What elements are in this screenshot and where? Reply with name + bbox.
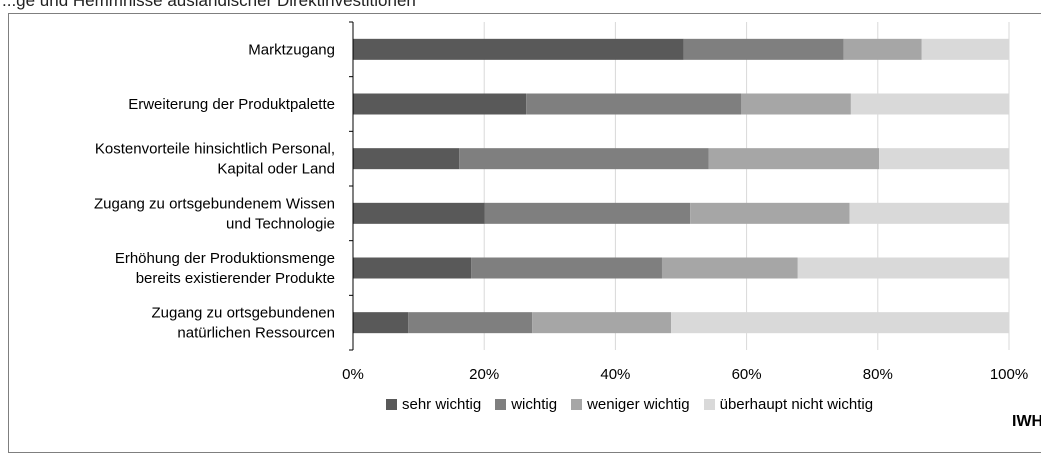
bar-segment	[741, 93, 851, 115]
bar-segment	[708, 148, 880, 170]
legend-item: wichtig	[495, 396, 557, 413]
legend-swatch	[571, 398, 583, 410]
legend: sehr wichtig wichtig weniger wichtig überha…	[386, 394, 887, 414]
bar-segment	[353, 148, 460, 170]
category-label-line: Marktzugang	[248, 41, 335, 58]
bar-segment	[459, 148, 709, 170]
category-label: Erweiterung der Produktpalette	[128, 96, 335, 113]
legend-item: sehr wichtig	[386, 396, 481, 413]
x-tick-label: 80%	[863, 366, 893, 383]
bar-segment	[353, 257, 472, 279]
bar-segment	[683, 38, 844, 60]
bar-segment	[526, 93, 742, 115]
category-label-line: Kapital oder Land	[217, 161, 335, 178]
category-label-line: Zugang zu ortsgebundenen	[152, 305, 335, 322]
x-tick-label: 0%	[342, 366, 364, 383]
bar-segment	[850, 93, 1009, 115]
category-label: Marktzugang	[248, 41, 335, 58]
x-tick-label: 20%	[469, 366, 499, 383]
category-label-line: Erweiterung der Produktpalette	[128, 96, 335, 113]
category-label: Zugang zu ortsgebundenem Wissen und Techn…	[94, 195, 335, 232]
bar-segment	[849, 202, 1009, 224]
category-label: Zugang zu ortsgebundenen natürlichen Ress…	[152, 305, 335, 342]
bar-segment	[532, 312, 672, 334]
x-tick-label: 60%	[732, 366, 762, 383]
x-tick-label: 100%	[990, 366, 1028, 383]
category-label-line: Zugang zu ortsgebundenem Wissen	[94, 195, 335, 212]
source-label: IWH	[1012, 413, 1041, 430]
bar-segment	[484, 202, 691, 224]
chart: Marktzugang Erweiterung der Produktpalett…	[94, 21, 1028, 383]
category-label-line: natürlichen Ressourcen	[177, 325, 335, 342]
bar-segment	[921, 38, 1009, 60]
category-label: Kostenvorteile hinsichtlich Personal, Kap…	[95, 141, 335, 178]
bar-segment	[353, 93, 527, 115]
legend-swatch	[703, 398, 715, 410]
bar-segment	[353, 312, 409, 334]
bar-segment	[671, 312, 1009, 334]
category-label-line: Erhöhung der Produktionsmenge	[115, 250, 335, 267]
legend-label: sehr wichtig	[402, 395, 482, 413]
legend-label: überhaupt nicht wichtig	[719, 395, 874, 413]
bar-segment	[353, 202, 485, 224]
bar-segment	[353, 38, 684, 60]
category-label-line: und Technologie	[226, 215, 335, 232]
category-label: Erhöhung der Produktionsmenge bereits exi…	[115, 250, 335, 287]
x-tick-label: 40%	[600, 366, 630, 383]
legend-label: weniger wichtig	[587, 395, 690, 413]
bar-segment	[843, 38, 922, 60]
legend-item: überhaupt nicht wichtig	[703, 395, 874, 413]
legend-swatch	[495, 398, 507, 410]
category-label-line: Kostenvorteile hinsichtlich Personal,	[95, 141, 335, 158]
legend-item: weniger wichtig	[571, 396, 690, 413]
legend-label: wichtig	[511, 395, 558, 413]
legend-swatch	[386, 398, 397, 410]
bar-segment	[408, 312, 533, 334]
bar-segment	[471, 257, 662, 279]
chart-caption: ...ge und Hemmnisse ausländischer Direkt…	[2, 0, 416, 10]
bar-segment	[879, 148, 1009, 170]
bar-segment	[661, 257, 798, 279]
bar-segment	[797, 257, 1009, 279]
bar-segment	[690, 202, 850, 224]
category-label-line: bereits existierender Produkte	[136, 270, 335, 287]
